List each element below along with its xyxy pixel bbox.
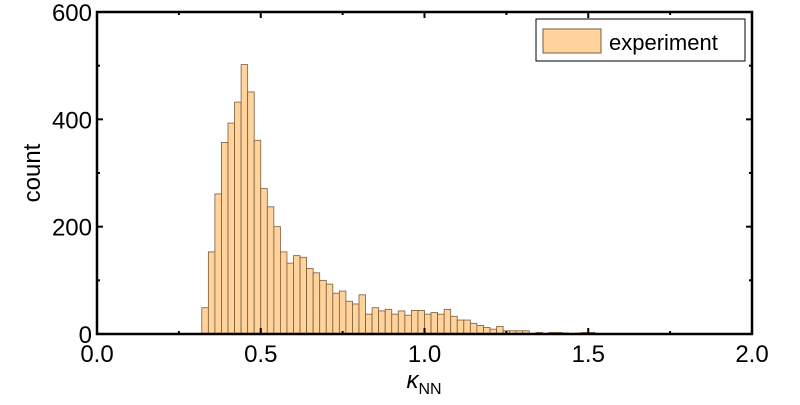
x-axis-label-subscript: NN [418, 381, 441, 398]
x-axis-label: κNN [406, 367, 441, 398]
histogram-bar [371, 307, 380, 335]
histogram-bar [450, 315, 458, 335]
histogram-bar [437, 313, 445, 335]
histogram-bar [325, 283, 334, 335]
histogram-bar [397, 310, 406, 335]
histogram-bar [266, 206, 275, 335]
legend-label: experiment [609, 30, 718, 55]
y-tick-label: 200 [52, 215, 92, 242]
histogram-bar [430, 312, 438, 335]
histogram-bar [319, 279, 327, 335]
x-tick-label: 0.5 [244, 341, 277, 368]
histogram-bar [260, 188, 268, 335]
histogram-bar [456, 319, 465, 335]
histogram-bar [384, 308, 393, 335]
histogram-bar [338, 290, 347, 335]
histogram-bar [273, 226, 281, 335]
histogram-bar [286, 262, 294, 335]
histogram-bar [365, 313, 373, 335]
histogram-bar [247, 91, 255, 335]
histogram-bar [312, 272, 321, 335]
histogram-bar [201, 307, 209, 335]
y-tick-label: 0 [79, 322, 92, 349]
histogram-bar [378, 310, 386, 335]
histogram-bar [293, 255, 301, 335]
histogram-bar [476, 325, 484, 335]
histogram-bar [240, 64, 249, 335]
x-tick-label: 1.0 [408, 341, 441, 368]
legend-swatch [542, 28, 602, 54]
bars-group [201, 64, 596, 335]
histogram-bar [207, 251, 216, 335]
histogram-bar [299, 256, 307, 335]
histogram-bar [221, 142, 229, 335]
y-tick-label: 400 [52, 107, 92, 134]
x-tick-label: 2.0 [735, 341, 768, 368]
histogram-bar [227, 122, 235, 335]
histogram-bar [345, 300, 353, 335]
axis-ticks: 0.0 0.5 1.0 1.5 2.0 0 200 400 600 [52, 0, 769, 368]
y-tick-label: 600 [52, 0, 92, 27]
histogram-bar [410, 309, 419, 335]
histogram-bar [253, 139, 262, 335]
x-tick-label: 1.5 [572, 341, 605, 368]
y-axis-label: count [19, 143, 46, 202]
histogram-bar [358, 294, 366, 335]
x-tick-label: 0.0 [80, 341, 113, 368]
histogram-bar [404, 314, 412, 335]
histogram-bar [463, 319, 471, 335]
x-axis-label-symbol: κ [406, 367, 420, 394]
histogram-bar [332, 292, 340, 335]
histogram-bar [443, 308, 452, 335]
histogram-bar [352, 303, 360, 335]
histogram-bar [214, 193, 222, 335]
histogram-bar [306, 268, 314, 335]
histogram-bar [234, 101, 242, 335]
histogram-bar [469, 322, 478, 335]
histogram-bar [391, 313, 399, 335]
legend: experiment [535, 18, 746, 62]
histogram-bar [279, 251, 288, 335]
